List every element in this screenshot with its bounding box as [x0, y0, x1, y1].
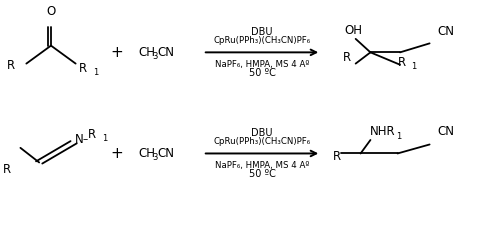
- Text: +: +: [110, 146, 123, 161]
- Text: +: +: [110, 45, 123, 60]
- Text: CN: CN: [158, 147, 174, 160]
- Text: NaPF₆, HMPA, MS 4 Aº: NaPF₆, HMPA, MS 4 Aº: [215, 161, 309, 170]
- Text: 1: 1: [102, 134, 107, 143]
- Text: O: O: [46, 5, 56, 18]
- Text: 1: 1: [396, 132, 402, 141]
- Text: 1: 1: [412, 63, 416, 71]
- Text: N: N: [74, 133, 84, 146]
- Text: 1: 1: [94, 68, 98, 77]
- Text: CN: CN: [438, 25, 454, 38]
- Text: OH: OH: [344, 24, 362, 37]
- Text: –: –: [82, 134, 87, 144]
- Text: CN: CN: [438, 125, 454, 138]
- Text: R: R: [332, 150, 341, 163]
- Text: 3: 3: [152, 153, 158, 162]
- Text: R: R: [398, 56, 406, 69]
- Text: NaPF₆, HMPA, MS 4 Aº: NaPF₆, HMPA, MS 4 Aº: [215, 60, 309, 69]
- Text: R: R: [78, 62, 86, 75]
- Text: 3: 3: [152, 52, 158, 61]
- Text: DBU: DBU: [251, 27, 272, 37]
- Text: R: R: [6, 59, 14, 72]
- Text: CH: CH: [138, 147, 156, 160]
- Text: DBU: DBU: [251, 128, 272, 138]
- Text: CN: CN: [158, 46, 174, 59]
- Text: 50 ºC: 50 ºC: [248, 169, 276, 179]
- Text: CpRu(PPh₃)(CH₃CN)PF₆: CpRu(PPh₃)(CH₃CN)PF₆: [214, 137, 310, 146]
- Text: 50 ºC: 50 ºC: [248, 68, 276, 78]
- Text: NHR: NHR: [370, 125, 395, 138]
- Text: CH: CH: [138, 46, 156, 59]
- Text: R: R: [88, 128, 96, 141]
- Text: R: R: [2, 163, 10, 176]
- Text: R: R: [342, 52, 350, 65]
- Text: CpRu(PPh₃)(CH₃CN)PF₆: CpRu(PPh₃)(CH₃CN)PF₆: [214, 35, 310, 44]
